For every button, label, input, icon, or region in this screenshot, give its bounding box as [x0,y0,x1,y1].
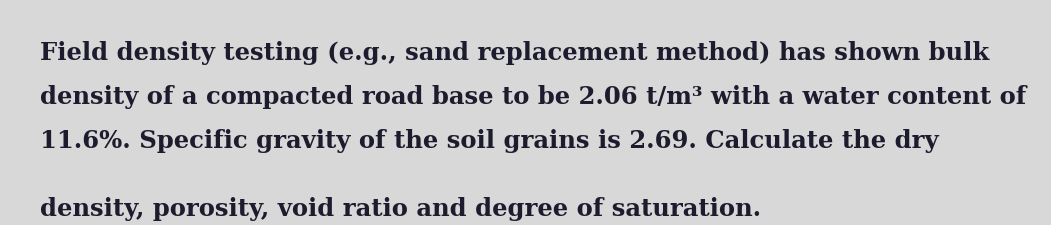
Text: density, porosity, void ratio and degree of saturation.: density, porosity, void ratio and degree… [40,196,761,220]
Text: density of a compacted road base to be 2.06 t/m³ with a water content of: density of a compacted road base to be 2… [40,84,1026,108]
Text: 11.6%. Specific gravity of the soil grains is 2.69. Calculate the dry: 11.6%. Specific gravity of the soil grai… [40,128,939,152]
Text: Field density testing (e.g., sand replacement method) has shown bulk: Field density testing (e.g., sand replac… [40,40,989,64]
